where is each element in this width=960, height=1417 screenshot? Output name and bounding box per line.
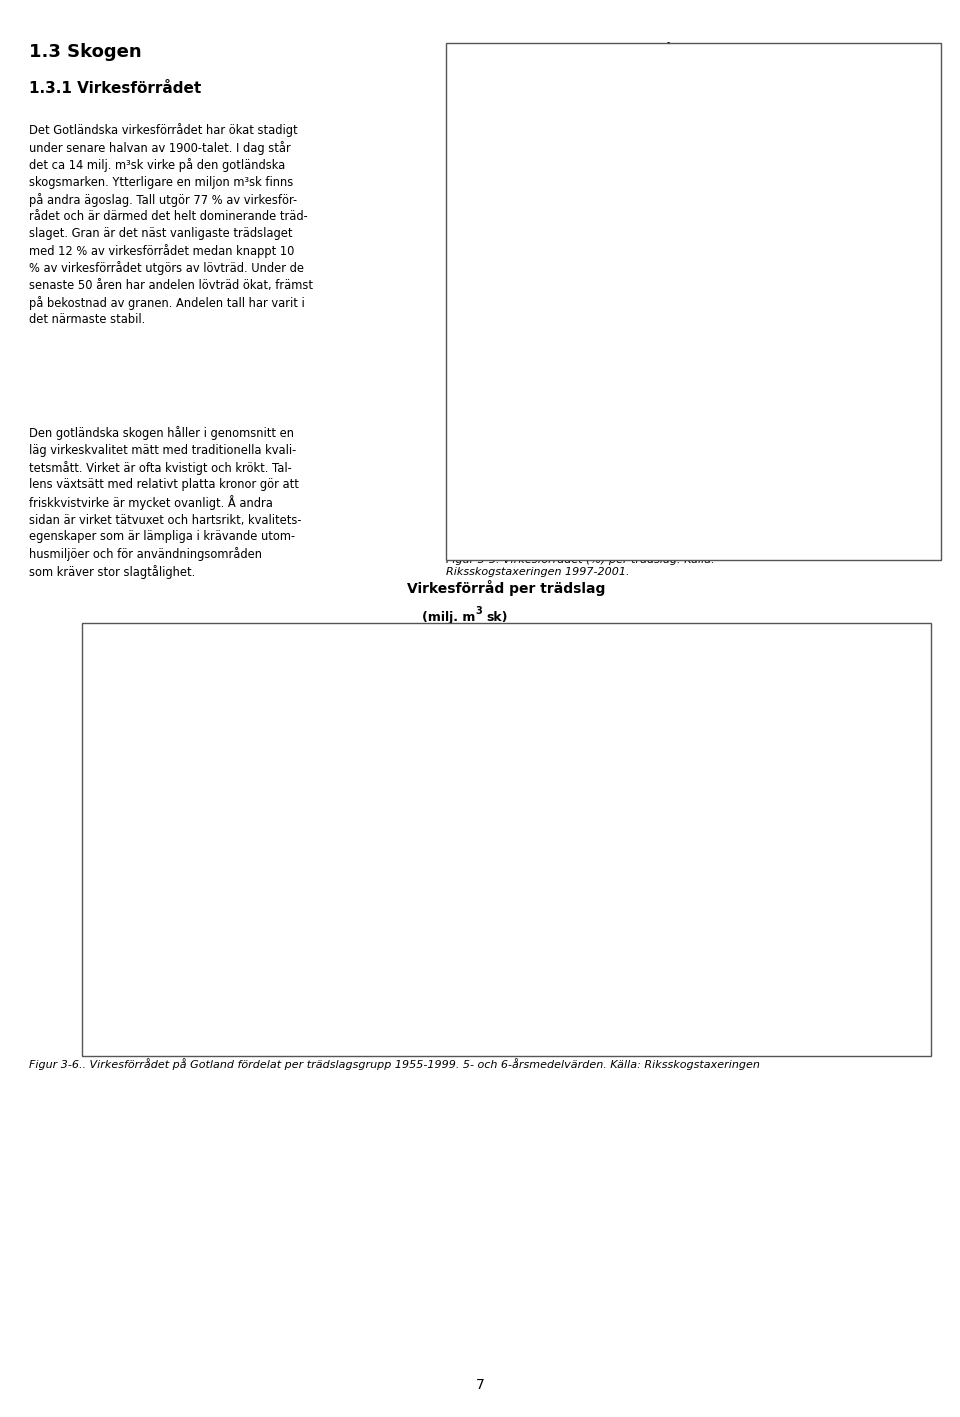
- Text: Den gotländska skogen håller i genomsnitt en
läg virkeskvalitet mätt med traditi: Den gotländska skogen håller i genomsnit…: [29, 427, 301, 580]
- Text: (milj. m: (milj. m: [421, 611, 475, 623]
- Text: Torrträd
2%: Torrträd 2%: [861, 363, 906, 391]
- Wedge shape: [693, 200, 877, 302]
- Text: Figur 3-5. Virkesförrådet (%) per trädslag: Källa:
Riksskogstaxeringen 1997-2001: Figur 3-5. Virkesförrådet (%) per trädsl…: [446, 553, 715, 577]
- Wedge shape: [693, 254, 882, 302]
- Text: 1.3 Skogen: 1.3 Skogen: [29, 43, 141, 61]
- Text: Björk
4%: Björk 4%: [850, 177, 879, 205]
- Text: Virkesförråd per trädslag: Virkesförråd per trädslag: [407, 580, 606, 595]
- Wedge shape: [503, 111, 883, 492]
- Text: sk): sk): [487, 611, 509, 623]
- Wedge shape: [693, 163, 854, 302]
- Title: Virkesförrådet per trädslag: Virkesförrådet per trädslag: [587, 43, 801, 58]
- Text: Tall
77%: Tall 77%: [539, 439, 564, 468]
- Text: Övr. löv
5%: Övr. löv 5%: [876, 268, 920, 296]
- Text: 1.3.1 Virkesförrådet: 1.3.1 Virkesförrådet: [29, 81, 201, 96]
- Wedge shape: [693, 111, 824, 302]
- Text: Gran
12%: Gran 12%: [736, 106, 764, 135]
- Text: Det Gotländska virkesförrådet har ökat stadigt
under senare halvan av 1900-talet: Det Gotländska virkesförrådet har ökat s…: [29, 123, 313, 326]
- Legend: Torra, Övr. löv, Björk, Gran, Tall: Torra, Övr. löv, Björk, Gran, Tall: [724, 788, 800, 876]
- Text: 7: 7: [475, 1379, 485, 1391]
- Text: 3: 3: [475, 605, 482, 615]
- Text: Figur 3-6.. Virkesförrådet på Gotland fördelat per trädslagsgrupp 1955-1999. 5- : Figur 3-6.. Virkesförrådet på Gotland fö…: [29, 1058, 759, 1070]
